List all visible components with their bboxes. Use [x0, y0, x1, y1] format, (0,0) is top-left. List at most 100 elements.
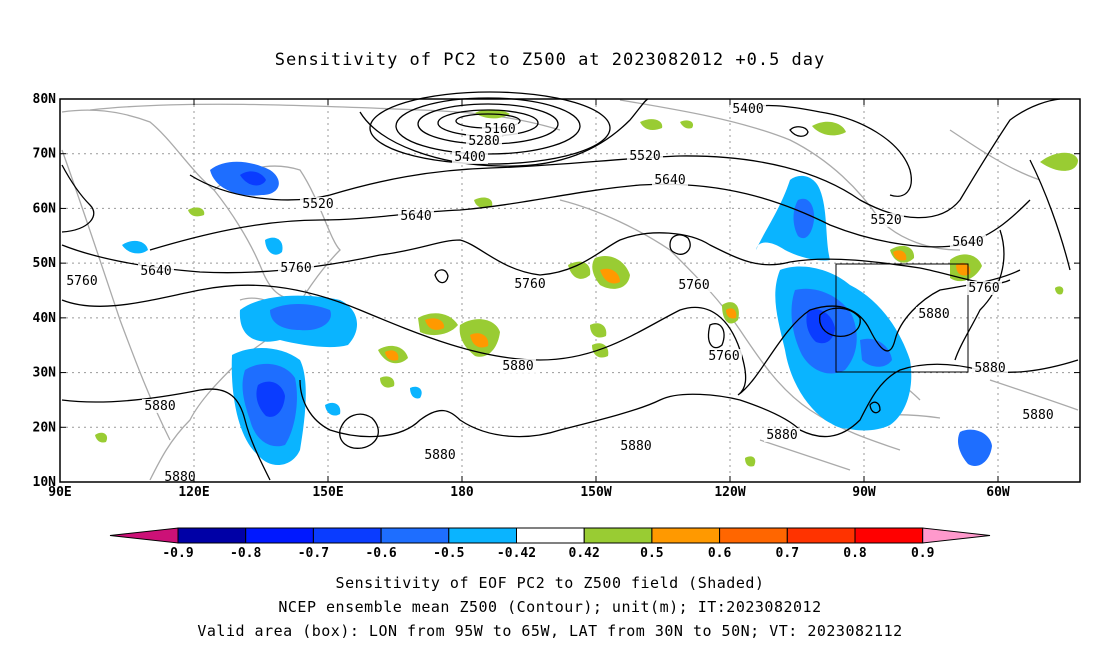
footer-line-3: Valid area (box): LON from 95W to 65W, L…: [197, 622, 903, 640]
colorbar-segment: [516, 527, 585, 544]
colorbar-label: -0.6: [365, 546, 396, 561]
contour-5760-cell: [707, 323, 725, 349]
contour-label: 5640: [952, 235, 983, 250]
contour-label-bg: [300, 197, 336, 211]
contour-us-low: [818, 307, 861, 337]
contour-label-bg: [138, 264, 174, 278]
contour-5880-west: [61, 388, 271, 481]
colorbar-low-arrow: [109, 527, 179, 544]
gridlines: [60, 99, 1080, 482]
lon-tick-label: 150E: [312, 485, 343, 500]
contour-5460: [359, 98, 649, 167]
contour-label: 5880: [620, 439, 651, 454]
colorbar-label: 0.6: [708, 546, 732, 561]
contour-label-bg: [1020, 408, 1056, 422]
sensitivity-shading: [95, 109, 1078, 467]
colorbar-label: -0.7: [298, 546, 329, 561]
colorbar-high-arrow: [922, 527, 991, 544]
contour-label-bg: [482, 122, 518, 136]
contour-arctic-low: [789, 126, 809, 137]
contour-5400-east: [739, 104, 912, 197]
contour-label: 5640: [400, 209, 431, 224]
colorbar-segment: [854, 527, 924, 544]
colorbar-segment: [651, 527, 721, 544]
contour-5760: [61, 232, 1011, 285]
contour-west-edge: [61, 164, 95, 233]
lon-tick-label: 60W: [986, 485, 1010, 500]
contour-label-bg: [398, 209, 434, 223]
colorbar-label: 0.7: [776, 546, 799, 561]
contour-gulf-low: [869, 401, 881, 414]
lat-tick-label: 20N: [33, 420, 57, 435]
contour-east-edge: [1029, 159, 1071, 271]
lon-tick-labels: 90E 120E 150E 180 150W 120W 90W 60W: [48, 485, 1010, 500]
contour-label-bg: [422, 448, 458, 462]
contour-label-bg: [64, 274, 100, 288]
contour-label-bg: [764, 428, 800, 442]
colorbar-label: -0.8: [230, 546, 261, 561]
contour-5880-south: [299, 359, 1079, 438]
lat-tick-label: 80N: [33, 92, 57, 107]
contour-label-bg: [706, 349, 742, 363]
contour-5820: [61, 269, 1021, 396]
z500-contours: [61, 91, 1079, 481]
contour-label-bg: [142, 399, 178, 413]
contour-label-bg: [676, 278, 712, 292]
lon-tick-label: 150W: [580, 485, 611, 500]
contour-label-bg: [966, 281, 1002, 295]
lat-tick-label: 30N: [33, 366, 57, 381]
colorbar-segment: [786, 527, 856, 544]
contour-label: 5760: [678, 278, 709, 293]
contour-label: 5880: [974, 361, 1005, 376]
lat-tick-labels: 80N 70N 60N 50N 40N 30N 20N 10N: [33, 92, 57, 490]
colorbar-segment: [583, 527, 653, 544]
contour-5520: [189, 98, 1061, 219]
colorbar-label: 0.8: [843, 546, 867, 561]
contour-label-bg: [278, 261, 314, 275]
contour-label: 5760: [968, 281, 999, 296]
colorbar-label: 0.9: [911, 546, 934, 561]
contour-label: 5400: [454, 150, 485, 165]
contour-low-cell: [669, 234, 691, 255]
contour-label: 5640: [140, 264, 171, 279]
contour-pacific-low: [434, 269, 449, 284]
contour-5640: [149, 183, 1031, 251]
colorbar-label: -0.9: [162, 546, 193, 561]
contour-label: 5880: [918, 307, 949, 322]
contour-atlantic: [954, 229, 1005, 361]
contour-label: 5520: [629, 149, 660, 164]
map-frame: [59, 98, 1081, 483]
colorbar-label: 0.42: [569, 546, 600, 561]
lat-tick-label: 60N: [33, 201, 57, 216]
lon-tick-label: 90W: [852, 485, 876, 500]
colorbar-segment: [312, 527, 382, 544]
colorbar-label: 0.5: [640, 546, 663, 561]
contour-label-bg: [972, 361, 1008, 375]
contour-label-bg: [500, 359, 536, 373]
colorbar-segment: [448, 527, 517, 544]
contour-label: 5400: [732, 102, 763, 117]
contour-label-bg: [868, 213, 904, 227]
contour-label: 5520: [870, 213, 901, 228]
contour-label: 5880: [1022, 408, 1053, 423]
lat-tick-label: 10N: [33, 475, 57, 490]
contour-label: 5760: [514, 277, 545, 292]
contour-label-bg: [730, 102, 766, 116]
valid-area-box: [835, 263, 969, 373]
contour-label-bg: [466, 134, 502, 148]
contour-label-bg: [512, 277, 548, 291]
contour-label-bg: [950, 235, 986, 249]
axis-ticks: [59, 98, 1080, 483]
contour-label-bg: [627, 149, 663, 163]
lon-tick-label: 180: [450, 485, 474, 500]
contour-label-bg: [652, 173, 688, 187]
colorbar-label: -0.42: [497, 546, 536, 561]
contour-label: 5280: [468, 134, 499, 149]
contour-label: 5760: [66, 274, 97, 289]
colorbar-label: -0.5: [433, 546, 464, 561]
contour-label: 5760: [708, 349, 739, 364]
contour-label: 5640: [654, 173, 685, 188]
lat-tick-label: 70N: [33, 147, 57, 162]
footer-line-1: Sensitivity of EOF PC2 to Z500 field (Sh…: [335, 574, 765, 592]
